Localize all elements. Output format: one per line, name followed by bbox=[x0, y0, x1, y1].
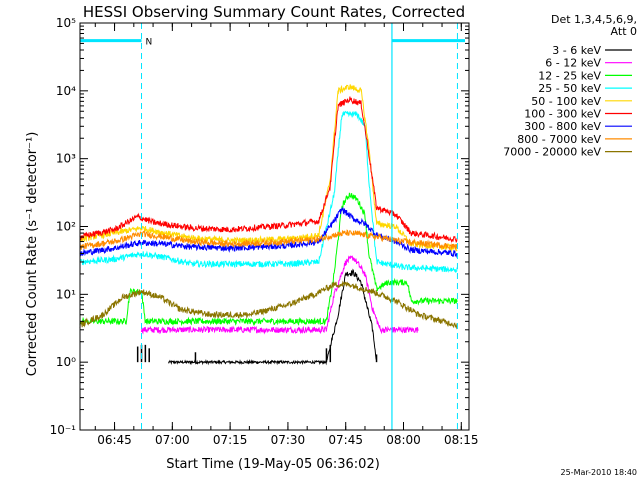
series-line-4 bbox=[79, 110, 458, 273]
series-line-3 bbox=[79, 192, 458, 327]
x-tick-label: 08:15 bbox=[444, 433, 479, 447]
series-line-9 bbox=[79, 280, 458, 330]
x-tick-label: 07:15 bbox=[213, 433, 248, 447]
x-tick-label: 06:45 bbox=[97, 433, 132, 447]
legend-item-label: 800 - 7000 keV bbox=[517, 133, 601, 146]
y-tick-label: 10³ bbox=[56, 152, 76, 166]
y-tick-label: 10¹ bbox=[56, 287, 76, 301]
timestamp: 25-Mar-2010 18:40 bbox=[561, 468, 638, 477]
series-line-2 bbox=[141, 255, 419, 335]
series-line-5 bbox=[79, 84, 458, 253]
legend-header-line-2: Att 0 bbox=[611, 25, 637, 38]
x-tick-label: 07:00 bbox=[155, 433, 190, 447]
x-tick-label: 07:45 bbox=[328, 433, 363, 447]
legend-item-label: 6 - 12 keV bbox=[545, 57, 601, 70]
y-tick-label: 10⁰ bbox=[56, 355, 76, 369]
legend-item-label: 7000 - 20000 keV bbox=[503, 146, 601, 159]
legend-item-label: 300 - 800 keV bbox=[524, 120, 601, 133]
legend-item-label: 100 - 300 keV bbox=[524, 108, 601, 121]
series-line-6 bbox=[79, 96, 458, 244]
chart-title: HESSI Observing Summary Count Rates, Cor… bbox=[83, 3, 465, 21]
legend-item-label: 50 - 100 keV bbox=[531, 95, 601, 108]
series-line-7 bbox=[79, 206, 458, 258]
series-line-8 bbox=[79, 229, 458, 251]
plot-area: N 10⁻¹ 10⁰ 10¹ 10² 10³ 10⁴ 10⁵ 06:45 07:00 07:15 07… bbox=[50, 16, 479, 447]
legend-item-label: 3 - 6 keV bbox=[552, 44, 601, 57]
y-tick-label: 10⁵ bbox=[56, 16, 76, 30]
y-tick-label: 10² bbox=[56, 220, 76, 234]
x-axis-label: Start Time (19-May-05 06:36:02) bbox=[166, 457, 380, 472]
legend-item-label: 25 - 50 keV bbox=[538, 82, 601, 95]
flag-label: N bbox=[146, 38, 153, 48]
legend-item-label: 12 - 25 keV bbox=[538, 69, 601, 82]
x-tick-label: 07:30 bbox=[271, 433, 306, 447]
y-tick-label: 10⁴ bbox=[56, 84, 76, 98]
y-tick-label: 10⁻¹ bbox=[50, 423, 77, 437]
series-line-1 bbox=[168, 268, 377, 366]
x-tick-label: 08:00 bbox=[386, 433, 421, 447]
y-axis-label: Corrected Count Rate (s⁻¹ detector⁻¹) bbox=[25, 132, 40, 377]
plot-frame bbox=[79, 22, 470, 431]
legend-header-line-1: Det 1,3,4,5,6,9, bbox=[551, 13, 637, 26]
